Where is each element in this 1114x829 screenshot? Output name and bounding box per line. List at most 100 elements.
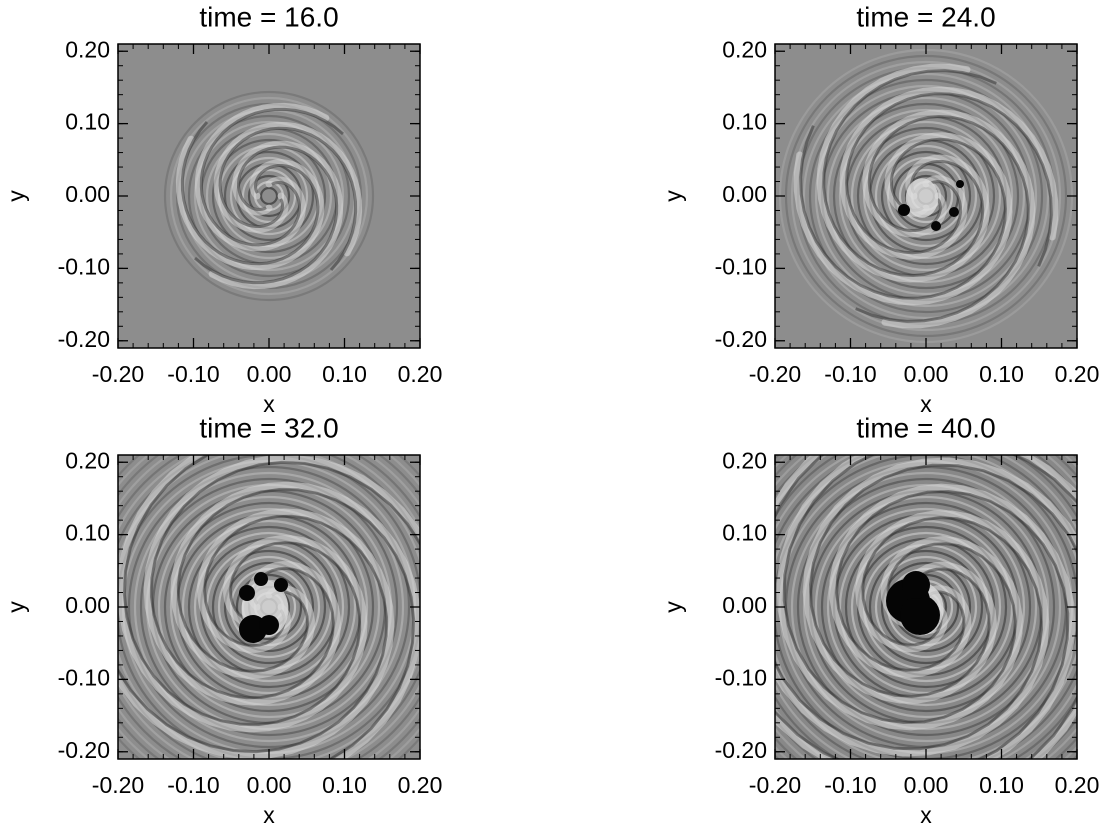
chart-title: time = 24.0 [856, 1, 995, 32]
x-tick-label: -0.20 [92, 772, 144, 798]
spiral-arm-dark [808, 463, 1077, 759]
ring [187, 114, 351, 278]
ring [826, 96, 1026, 296]
core-dark [949, 207, 959, 217]
ring [850, 120, 1002, 272]
ring [223, 150, 315, 242]
y-axis-label: y [3, 190, 29, 202]
spiral-arm-dark [218, 126, 358, 271]
ring [820, 501, 1032, 713]
x-axis-label: x [263, 802, 275, 828]
ring [814, 84, 1038, 308]
ring [241, 168, 297, 224]
core-dark [902, 571, 930, 599]
spiral-arm-light [175, 135, 325, 271]
ring [808, 78, 1044, 314]
spiral-arm-dark [855, 115, 1030, 323]
ring [838, 108, 1014, 284]
ring [838, 519, 1014, 695]
y-axis-label: y [660, 190, 686, 202]
ring [784, 54, 1068, 338]
field-image [775, 44, 1077, 348]
x-tick-label: -0.20 [749, 361, 801, 387]
y-axis-label: y [3, 601, 29, 613]
spiral-arm-dark [194, 145, 339, 285]
spiral-arm-dark [199, 107, 344, 247]
core-dark [931, 221, 941, 231]
ring [832, 102, 1020, 290]
spiral-arm-light [839, 86, 1059, 260]
ring [850, 531, 1002, 683]
x-tick-label: 0.20 [398, 772, 443, 798]
spiral-arm-light [213, 121, 363, 257]
x-tick-label: -0.10 [824, 772, 876, 798]
y-tick-label: -0.20 [58, 737, 110, 763]
ring [223, 561, 315, 653]
x-tick-label: 0.00 [904, 772, 949, 798]
ring [157, 495, 381, 719]
ring [259, 186, 279, 206]
chart-title: time = 32.0 [199, 412, 338, 443]
y-tick-label: -0.10 [715, 664, 767, 690]
y-tick-label: 0.00 [65, 181, 110, 207]
x-tick-label: -0.10 [824, 361, 876, 387]
ring [814, 495, 1038, 719]
field-image [775, 455, 1077, 759]
ring [790, 471, 1062, 743]
chart-title: time = 16.0 [199, 1, 338, 32]
y-tick-label: 0.10 [722, 109, 767, 135]
spiral-arm-dark [845, 92, 1053, 267]
spiral-arm-light [194, 102, 330, 252]
x-axis-label: x [920, 802, 932, 828]
core-dark [239, 585, 255, 601]
spiral-arm-dark [775, 489, 1070, 759]
ring [187, 525, 351, 689]
ring [181, 519, 357, 695]
x-tick-label: 0.20 [1055, 361, 1100, 387]
ring [169, 96, 369, 296]
y-tick-label: 0.20 [65, 447, 110, 473]
spiral-arm-light [208, 140, 344, 290]
ring [844, 525, 1008, 689]
ring [133, 471, 405, 743]
spiral-arm-dark [799, 125, 1007, 300]
spiral-arm-dark [775, 455, 1044, 751]
spiral-arm-dark [118, 514, 389, 754]
y-tick-label: 0.00 [722, 181, 767, 207]
spiral-arm-light [802, 457, 1077, 759]
y-tick-label: 0.20 [722, 447, 767, 473]
ring [193, 120, 345, 272]
x-axis-label: x [920, 391, 932, 417]
y-tick-label: 0.00 [65, 592, 110, 618]
spiral-arm-dark [782, 455, 1077, 725]
y-tick-label: -0.10 [58, 664, 110, 690]
spiral-arm-dark [822, 69, 997, 277]
spiral-arm-light [775, 455, 1050, 757]
ring [235, 573, 303, 641]
ring [868, 549, 984, 665]
x-tick-label: -0.10 [167, 772, 219, 798]
y-tick-label: -0.20 [715, 737, 767, 763]
core-dark [254, 572, 268, 586]
y-axis-label: y [660, 601, 686, 613]
y-tick-label: 0.10 [65, 109, 110, 135]
y-tick-label: 0.20 [65, 36, 110, 62]
y-tick-label: -0.20 [58, 326, 110, 352]
core-light [905, 178, 939, 218]
x-tick-label: -0.20 [749, 772, 801, 798]
spiral-arm-dark [180, 121, 320, 266]
x-tick-label: 0.00 [247, 772, 292, 798]
x-tick-label: 0.10 [979, 772, 1024, 798]
ring [874, 555, 978, 659]
core-dark [274, 578, 288, 592]
ring [163, 90, 375, 302]
core-dark [956, 180, 964, 188]
spiral-arm-light [775, 483, 1076, 759]
ring [802, 483, 1050, 731]
ring [880, 150, 972, 242]
ring [790, 60, 1062, 332]
y-tick-label: -0.20 [715, 326, 767, 352]
spiral-arm-light [793, 132, 1013, 306]
x-tick-label: 0.00 [904, 361, 949, 387]
